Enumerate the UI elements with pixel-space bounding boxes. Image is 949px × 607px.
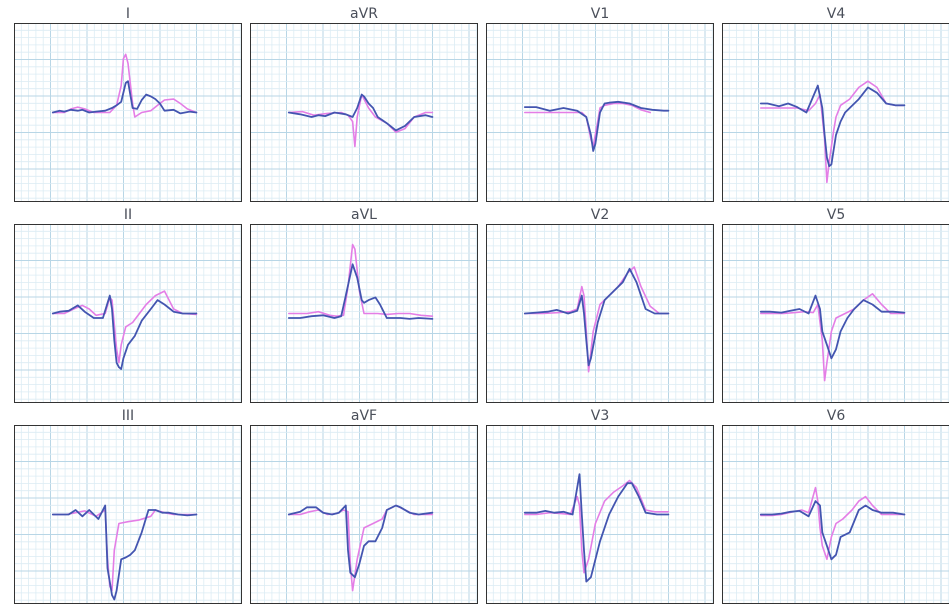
panel-frame bbox=[722, 425, 949, 604]
reference-trace-v2 bbox=[523, 266, 670, 373]
lead-title-v2: V2 bbox=[590, 207, 610, 223]
measured-trace-v4 bbox=[759, 84, 906, 168]
panel-background bbox=[486, 425, 714, 604]
measured-trace-i bbox=[51, 80, 198, 115]
measured-trace-v5 bbox=[759, 294, 906, 360]
lead-title-iii: III bbox=[121, 408, 135, 424]
measured-trace-ii bbox=[51, 294, 198, 370]
measured-trace-v1 bbox=[523, 100, 670, 152]
lead-title-avf: aVF bbox=[350, 408, 378, 424]
ecg-grid bbox=[250, 425, 478, 604]
panel-frame bbox=[722, 224, 949, 403]
reference-trace-i bbox=[51, 53, 198, 118]
lead-panel-avf bbox=[250, 425, 478, 604]
panel-frame bbox=[486, 23, 714, 202]
panel-background bbox=[14, 224, 242, 403]
lead-panel-iii bbox=[14, 425, 242, 604]
measured-trace-v2 bbox=[523, 267, 670, 367]
panel-background bbox=[14, 425, 242, 604]
panel-background bbox=[250, 425, 478, 604]
panel-frame bbox=[14, 224, 242, 403]
lead-title-v4: V4 bbox=[826, 6, 846, 22]
lead-title-v1: V1 bbox=[590, 6, 610, 22]
panel-background bbox=[250, 23, 478, 202]
lead-title-avr: aVR bbox=[350, 6, 378, 22]
lead-panel-ii bbox=[14, 224, 242, 403]
reference-trace-avl bbox=[287, 243, 434, 317]
lead-title-v6: V6 bbox=[826, 408, 846, 424]
panel-background bbox=[722, 224, 949, 403]
ecg-grid bbox=[14, 425, 242, 604]
measured-trace-avf bbox=[287, 504, 434, 579]
panel-frame bbox=[250, 425, 478, 604]
reference-trace-ii bbox=[51, 290, 198, 364]
panel-background bbox=[722, 425, 949, 604]
ecg-grid bbox=[486, 23, 714, 202]
panel-background bbox=[14, 23, 242, 202]
ecg-grid bbox=[14, 224, 242, 403]
lead-panel-avr bbox=[250, 23, 478, 202]
lead-panel-i bbox=[14, 23, 242, 202]
ecg-grid bbox=[250, 23, 478, 202]
ecg-grid bbox=[722, 425, 949, 604]
measured-trace-avl bbox=[287, 263, 434, 320]
panel-frame bbox=[250, 224, 478, 403]
lead-panel-v6 bbox=[722, 425, 949, 604]
panel-frame bbox=[14, 425, 242, 604]
measured-trace-avr bbox=[287, 93, 434, 132]
reference-trace-v1 bbox=[523, 102, 651, 148]
lead-title-ii: II bbox=[123, 207, 133, 223]
lead-panel-avl bbox=[250, 224, 478, 403]
lead-panel-v2 bbox=[486, 224, 714, 403]
lead-title-v5: V5 bbox=[826, 207, 846, 223]
panel-frame bbox=[722, 23, 949, 202]
lead-panel-v4 bbox=[722, 23, 949, 202]
reference-trace-v4 bbox=[759, 80, 906, 184]
ecg-grid bbox=[486, 224, 714, 403]
panel-frame bbox=[486, 425, 714, 604]
reference-trace-v5 bbox=[759, 293, 906, 382]
lead-title-v3: V3 bbox=[590, 408, 610, 424]
reference-trace-v3 bbox=[523, 479, 670, 574]
lead-panel-v5 bbox=[722, 224, 949, 403]
lead-panel-v1 bbox=[486, 23, 714, 202]
measured-trace-iii bbox=[51, 504, 198, 601]
measured-trace-v6 bbox=[759, 500, 906, 561]
panel-frame bbox=[250, 23, 478, 202]
measured-trace-v3 bbox=[523, 473, 670, 583]
panel-frame bbox=[14, 23, 242, 202]
lead-title-i: I bbox=[125, 6, 131, 22]
lead-title-avl: aVL bbox=[351, 207, 377, 223]
lead-panel-v3 bbox=[486, 425, 714, 604]
panel-frame bbox=[486, 224, 714, 403]
panel-background bbox=[722, 23, 949, 202]
